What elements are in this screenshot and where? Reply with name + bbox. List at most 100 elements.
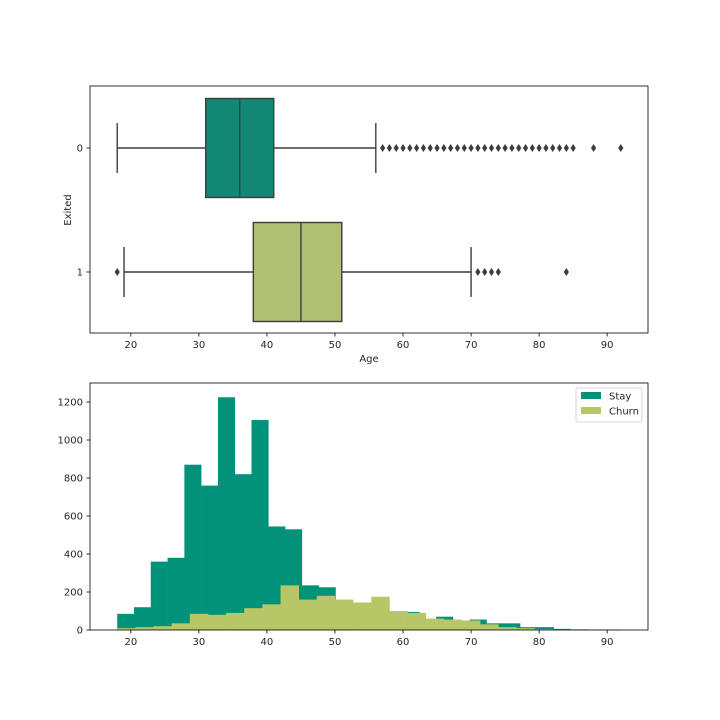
legend-label-churn: Churn: [609, 407, 639, 418]
boxplot-panel: 20 30 40 50 60 70 80 90 01 Age Exited: [63, 85, 649, 365]
outlier-point-exited-0: [522, 144, 529, 152]
outlier-point-exited-0: [414, 144, 420, 152]
histogram-bar-stay: [150, 561, 168, 630]
x-tick-label: 20: [124, 340, 137, 351]
y-tick-label: 1000: [58, 436, 83, 447]
outlier-point-exited-0: [441, 144, 447, 152]
x-tick-label: 90: [601, 340, 614, 351]
x-tick-label: 80: [533, 637, 546, 648]
histogram-bar-churn: [353, 602, 372, 630]
histogram-bar-stay: [217, 397, 236, 630]
y-tick-label: 0: [77, 626, 83, 637]
histogram-bar-churn: [534, 629, 554, 630]
x-tick-label: 50: [329, 637, 342, 648]
legend-label-stay: Stay: [609, 392, 631, 403]
outlier-point-exited-0: [570, 144, 576, 152]
box-exited-1: [252, 221, 343, 323]
outlier-point-exited-1: [563, 268, 569, 276]
outlier-point-exited-0: [536, 144, 542, 152]
boxplot-frame: [89, 85, 649, 334]
x-tick-label: 60: [397, 637, 410, 648]
histogram-y-ticks: 0 200 400 600 800 1000 1200: [58, 398, 90, 637]
x-tick-label: 30: [193, 637, 206, 648]
outlier-point-exited-0: [434, 144, 440, 152]
y-tick-label: 0: [77, 144, 83, 155]
histogram-bar-churn: [316, 595, 336, 630]
histogram-x-ticks: 20 30 40 50 60 70 80 90: [124, 630, 614, 648]
histogram-bar-churn: [226, 612, 245, 630]
y-tick-label: 200: [64, 588, 83, 599]
histogram-bar-churn: [244, 608, 263, 630]
outlier-point-exited-0: [427, 144, 433, 152]
x-tick-label: 90: [601, 637, 614, 648]
outlier-point-exited-1: [482, 268, 488, 276]
histogram-bar-stay: [134, 607, 152, 630]
outlier-point-exited-0: [563, 144, 569, 152]
histogram-bar-churn: [280, 585, 300, 630]
histogram-bar-stay: [167, 557, 185, 630]
legend-swatch-churn: [581, 407, 601, 414]
outlier-point-exited-0: [488, 144, 495, 152]
outlier-point-exited-0: [529, 144, 535, 152]
x-tick-label: 50: [329, 340, 342, 351]
histogram-panel: 20 30 40 50 60 70 80 90 0 200 400 600 800 1000 1200 S…: [58, 382, 649, 648]
outlier-point-exited-0: [516, 144, 522, 152]
histogram-bar-churn: [480, 624, 499, 630]
outlier-point-exited-0: [386, 144, 393, 152]
histogram-bar-churn: [153, 626, 172, 630]
outlier-point-exited-0: [380, 144, 386, 152]
boxplot-marks: [114, 97, 624, 323]
x-tick-label: 40: [261, 637, 274, 648]
x-tick-label: 30: [193, 340, 206, 351]
boxplot-x-axis-label: Age: [359, 354, 378, 365]
boxplot-y-axis-label: Exited: [63, 194, 74, 225]
histogram-bar-churn: [443, 619, 463, 630]
histogram-bar-churn: [298, 599, 318, 630]
boxplot-y-ticks: 01: [77, 144, 90, 279]
histogram-bar-churn: [117, 628, 136, 630]
outlier-point-exited-0: [495, 144, 501, 152]
histogram-bar-churn: [371, 596, 390, 630]
outlier-point-exited-0: [393, 144, 399, 152]
histogram-marks: [117, 397, 622, 630]
outlier-point-exited-1: [475, 268, 481, 276]
histogram-bar-churn: [135, 627, 154, 630]
outlier-point-exited-0: [482, 144, 488, 152]
boxplot-x-ticks: 20 30 40 50 60 70 80 90: [124, 333, 614, 351]
outlier-point-exited-0: [550, 144, 556, 152]
histogram-bar-churn: [425, 618, 445, 630]
histogram-bar-churn: [407, 612, 426, 630]
histogram-bar-churn: [516, 628, 535, 630]
x-tick-label: 80: [533, 340, 546, 351]
histogram-bar-stay: [234, 474, 252, 630]
y-tick-label: 1: [77, 268, 83, 279]
x-tick-label: 70: [465, 340, 478, 351]
outlier-point-exited-0: [448, 144, 454, 152]
outlier-point-exited-1: [114, 268, 120, 276]
outlier-point-exited-0: [509, 144, 515, 152]
x-tick-label: 20: [124, 637, 137, 648]
histogram-bar-churn: [389, 611, 408, 630]
x-tick-label: 40: [261, 340, 274, 351]
outlier-point-exited-0: [618, 144, 624, 152]
outlier-point-exited-0: [407, 144, 413, 152]
histogram-bar-stay: [251, 420, 269, 630]
histogram-bar-churn: [207, 614, 227, 630]
outlier-point-exited-0: [543, 144, 549, 152]
histogram-bar-stay: [503, 623, 521, 630]
outlier-point-exited-1: [488, 268, 495, 276]
x-tick-label: 70: [465, 637, 478, 648]
histogram-bar-churn: [498, 627, 517, 630]
outlier-point-exited-1: [495, 268, 501, 276]
histogram-bar-stay: [184, 464, 202, 630]
outlier-point-exited-0: [590, 144, 597, 152]
outlier-point-exited-0: [461, 144, 467, 152]
histogram-bar-stay: [201, 485, 219, 630]
y-tick-label: 400: [64, 550, 83, 561]
outlier-point-exited-0: [400, 144, 406, 152]
y-tick-label: 800: [64, 474, 83, 485]
histogram-bar-churn: [171, 623, 191, 630]
histogram-bar-churn: [189, 613, 209, 630]
y-tick-label: 600: [64, 512, 83, 523]
